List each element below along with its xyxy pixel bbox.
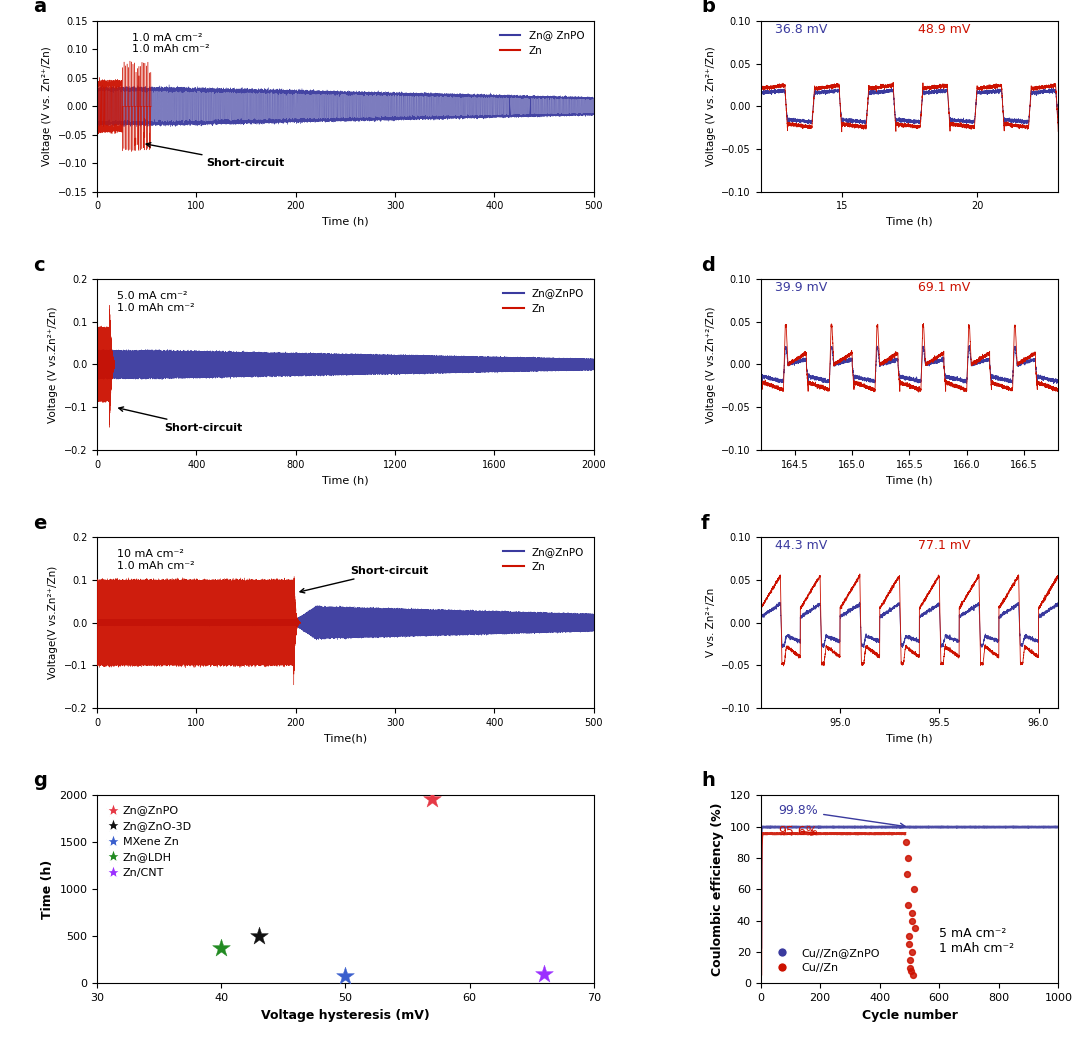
Point: [905, 881, 922, 897]
Point: [901, 936, 918, 953]
Point: [423, 791, 441, 808]
X-axis label: Time (h): Time (h): [322, 475, 368, 485]
X-axis label: Cycle number: Cycle number: [862, 1008, 957, 1022]
Y-axis label: Voltage (V vs. Zn²⁺/Zn): Voltage (V vs. Zn²⁺/Zn): [42, 46, 52, 166]
Text: c: c: [32, 255, 44, 274]
Legend: Cu//Zn@ZnPO, Cu//Zn: Cu//Zn@ZnPO, Cu//Zn: [766, 943, 885, 978]
Point: [902, 962, 919, 979]
Legend: Zn@ZnPO, Zn@ZnO-3D, MXene Zn, Zn@LDH, Zn/CNT: Zn@ZnPO, Zn@ZnO-3D, MXene Zn, Zn@LDH, Zn…: [103, 801, 197, 882]
X-axis label: Voltage hysteresis (mV): Voltage hysteresis (mV): [261, 1008, 430, 1022]
Text: 5 mA cm⁻²
1 mAh cm⁻²: 5 mA cm⁻² 1 mAh cm⁻²: [940, 927, 1014, 955]
Point: [903, 905, 920, 922]
Point: [899, 865, 916, 882]
Text: d: d: [701, 255, 715, 274]
Legend: Zn@ ZnPO, Zn: Zn@ ZnPO, Zn: [496, 26, 589, 60]
Point: [906, 920, 923, 937]
Text: 39.9 mV: 39.9 mV: [775, 281, 827, 294]
Y-axis label: V vs. Zn²⁺/Zn: V vs. Zn²⁺/Zn: [705, 588, 716, 657]
Legend: Zn@ZnPO, Zn: Zn@ZnPO, Zn: [499, 285, 589, 318]
Text: 1.0 mA cm⁻²
1.0 mAh cm⁻²: 1.0 mA cm⁻² 1.0 mAh cm⁻²: [132, 32, 210, 54]
X-axis label: Time (h): Time (h): [887, 733, 933, 744]
Text: Short-circuit: Short-circuit: [146, 142, 285, 168]
Point: [904, 968, 921, 984]
Text: b: b: [701, 0, 715, 17]
Point: [213, 939, 230, 956]
Text: 36.8 mV: 36.8 mV: [775, 23, 827, 36]
Point: [903, 912, 920, 929]
Text: 77.1 mV: 77.1 mV: [918, 540, 971, 552]
Y-axis label: Voltage (V vs.Zn⁺²/Zn): Voltage (V vs.Zn⁺²/Zn): [705, 306, 716, 423]
Text: 44.3 mV: 44.3 mV: [775, 540, 827, 552]
Point: [900, 849, 917, 866]
Text: 5.0 mA cm⁻²
1.0 mAh cm⁻²: 5.0 mA cm⁻² 1.0 mAh cm⁻²: [117, 291, 194, 313]
Text: 99.8%: 99.8%: [779, 804, 905, 828]
Point: [897, 834, 915, 850]
Y-axis label: Voltage (V vs. Zn²⁺/Zn): Voltage (V vs. Zn²⁺/Zn): [705, 46, 716, 166]
Text: g: g: [32, 771, 46, 790]
X-axis label: Time (h): Time (h): [887, 217, 933, 227]
X-axis label: Time(h): Time(h): [324, 733, 367, 744]
Text: 95.6%: 95.6%: [779, 824, 819, 838]
Point: [901, 928, 918, 945]
Point: [902, 959, 919, 976]
Text: 69.1 mV: 69.1 mV: [918, 281, 971, 294]
Y-axis label: Time (h): Time (h): [41, 860, 54, 919]
Y-axis label: Voltage (V vs.Zn²⁺/Zn): Voltage (V vs.Zn²⁺/Zn): [49, 306, 58, 423]
Text: 48.9 mV: 48.9 mV: [918, 23, 971, 36]
Point: [337, 968, 354, 984]
Y-axis label: Coulombic efficiency (%): Coulombic efficiency (%): [711, 802, 724, 976]
Legend: Zn@ZnPO, Zn: Zn@ZnPO, Zn: [499, 543, 589, 576]
Point: [902, 952, 919, 969]
X-axis label: Time (h): Time (h): [887, 475, 933, 485]
Text: e: e: [32, 514, 46, 532]
Y-axis label: Voltage(V vs.Zn²⁺/Zn): Voltage(V vs.Zn²⁺/Zn): [49, 566, 58, 679]
Point: [249, 928, 267, 945]
Text: Short-circuit: Short-circuit: [119, 407, 243, 433]
Point: [900, 896, 917, 913]
Text: Short-circuit: Short-circuit: [300, 566, 429, 593]
Text: 10 mA cm⁻²
1.0 mAh cm⁻²: 10 mA cm⁻² 1.0 mAh cm⁻²: [117, 549, 194, 571]
Point: [536, 965, 553, 982]
X-axis label: Time (h): Time (h): [322, 217, 368, 227]
Text: h: h: [701, 771, 715, 790]
Point: [904, 943, 921, 960]
Text: f: f: [701, 514, 710, 532]
Text: a: a: [32, 0, 45, 17]
